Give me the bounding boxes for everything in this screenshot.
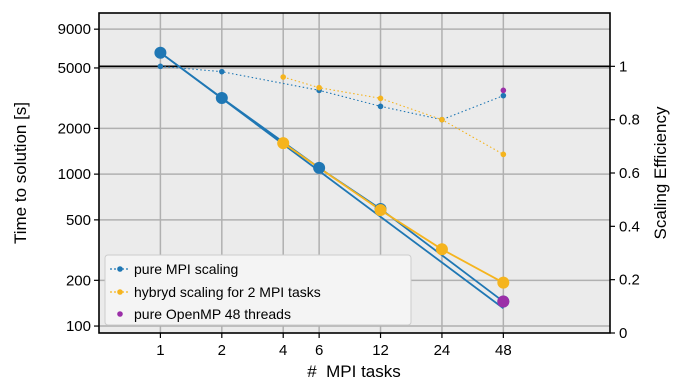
efficiency-point-hybryd-scaling-for-2-mpi-tasks-6 [316, 84, 322, 91]
legend-marker-hybrid [117, 289, 123, 295]
efficiency-point-pure-mpi-scaling-12 [377, 103, 384, 110]
y-left-tick-label-9000: 9000 [58, 21, 91, 38]
x-axis: 1 2 4 6 12 24 48 [156, 333, 512, 359]
y-left-tick-label-1000: 1000 [58, 166, 91, 183]
time-point-pure-mpi-scaling-1 [154, 46, 167, 59]
efficiency-line-pure-mpi-scaling [160, 65, 504, 121]
time-point-hybryd-scaling-for-2-mpi-tasks-12 [374, 204, 387, 217]
x-tick-label-4: 4 [279, 342, 287, 359]
efficiency-point-hybryd-scaling-for-2-mpi-tasks-12 [377, 95, 384, 102]
y-right-tick-label-0.8: 0.8 [619, 112, 640, 129]
x-tick-label-24: 24 [434, 342, 451, 359]
time-point-hybryd-scaling-for-2-mpi-tasks-4 [277, 137, 290, 150]
y-right-tick-label-1: 1 [619, 58, 627, 75]
series-layer [154, 46, 510, 309]
efficiency-point-hybryd-scaling-for-2-mpi-tasks-4 [280, 74, 287, 80]
y-left-tick-label-5000: 5000 [58, 60, 91, 77]
efficiency-point-pure-mpi-scaling-48 [500, 92, 507, 99]
efficiency-point-hybryd-scaling-for-2-mpi-tasks-48 [500, 151, 507, 158]
y-left-tick-label-500: 500 [66, 212, 91, 229]
legend-marker-pure-mpi [117, 266, 123, 272]
x-tick-label-2: 2 [218, 342, 226, 359]
y-axis-left: 100 200 500 1000 2000 5000 9000 [58, 21, 99, 335]
x-tick-label-1: 1 [156, 342, 164, 359]
y-axis-left-label: Time to solution [s] [11, 102, 30, 244]
time-point-hybryd-scaling-for-2-mpi-tasks-24 [435, 243, 448, 256]
y-left-tick-label-100: 100 [66, 318, 91, 335]
time-line-hybryd-scaling-for-2-mpi-tasks [282, 142, 504, 284]
y-axis-right-label: Scaling Efficiency [651, 106, 670, 239]
time-point-pure-mpi-scaling-6 [313, 161, 326, 174]
efficiency-point-pure-mpi-scaling-2 [219, 68, 225, 75]
legend-marker-openmp [117, 311, 123, 317]
efficiency-point-pure-openmp-48-threads-48 [500, 87, 507, 94]
x-tick-label-12: 12 [372, 342, 389, 359]
y-right-tick-label-0.2: 0.2 [619, 272, 640, 289]
efficiency-point-hybryd-scaling-for-2-mpi-tasks-24 [439, 116, 445, 123]
time-point-pure-openmp-48-threads-48 [497, 295, 510, 308]
y-right-tick-label-0.6: 0.6 [619, 165, 640, 182]
legend-label-pure-mpi: pure MPI scaling [134, 261, 238, 277]
x-tick-label-48: 48 [495, 342, 512, 359]
y-left-tick-label-2000: 2000 [58, 120, 91, 137]
y-left-tick-label-200: 200 [66, 272, 91, 289]
x-tick-label-6: 6 [315, 342, 323, 359]
y-axis-right: 0 0.2 0.4 0.6 0.8 1 [610, 58, 640, 342]
y-right-tick-label-0.4: 0.4 [619, 218, 640, 235]
time-point-pure-mpi-scaling-2 [215, 92, 228, 105]
time-point-hybryd-scaling-for-2-mpi-tasks-48 [497, 276, 510, 289]
x-axis-label: # MPI tasks [307, 362, 401, 381]
legend-box [104, 254, 412, 326]
legend-label-openmp: pure OpenMP 48 threads [134, 306, 291, 322]
y-right-tick-label-0: 0 [619, 325, 627, 342]
efficiency-line-hybryd-scaling-for-2-mpi-tasks [283, 76, 504, 155]
legend: pure MPI scaling hybryd scaling for 2 MP… [104, 254, 412, 326]
legend-label-hybrid: hybryd scaling for 2 MPI tasks [134, 284, 321, 300]
efficiency-point-pure-mpi-scaling-1 [157, 63, 164, 70]
